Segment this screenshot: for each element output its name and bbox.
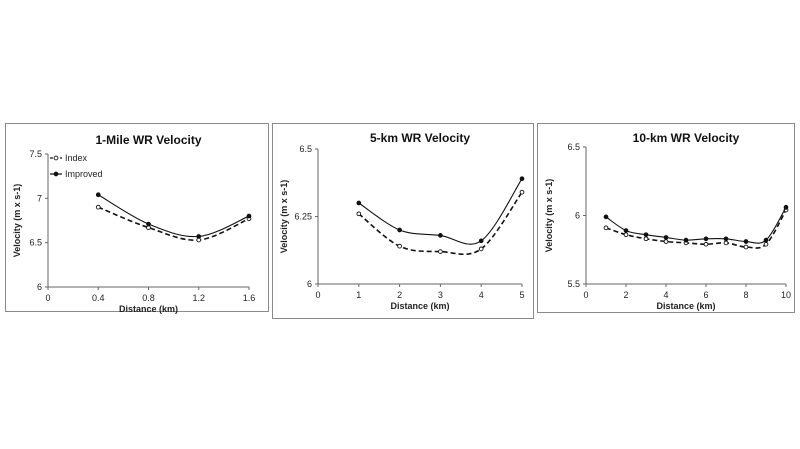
chart-svg-5km: 5-km WR Velocity 0 1 2 3 4 5 6 6.25 6.5 Distance (… xyxy=(279,131,525,311)
legend-marker xyxy=(53,171,59,177)
x-axis-label: Distance (km) xyxy=(390,301,449,311)
x-tick-label: 4 xyxy=(479,290,484,300)
y-tick-label: 6 xyxy=(37,282,42,292)
x-tick-label: 1.6 xyxy=(243,293,256,303)
series-solid xyxy=(356,176,525,245)
y-tick-label: 6.5 xyxy=(299,144,312,154)
data-point xyxy=(723,240,729,246)
x-tick-label: 1 xyxy=(356,290,361,300)
x-axis-label: Distance (km) xyxy=(119,304,178,314)
legend-label: Index xyxy=(65,153,88,163)
chart-title: 5-km WR Velocity xyxy=(370,131,470,145)
legend-label: Improved xyxy=(65,169,103,179)
data-point xyxy=(703,236,709,242)
series-line xyxy=(605,209,787,249)
series-dashed xyxy=(356,189,525,256)
y-axis-label: Velocity (m x s-1) xyxy=(279,180,289,254)
y-tick-label: 6.25 xyxy=(294,212,312,222)
data-point xyxy=(643,236,649,242)
data-point xyxy=(743,239,749,244)
x-tick-label: 0.4 xyxy=(92,293,105,303)
y-tick-label: 5.5 xyxy=(567,279,580,289)
x-tick-label: 6 xyxy=(703,290,708,300)
data-point xyxy=(623,232,629,238)
data-point xyxy=(95,192,101,198)
y-axis-label: Velocity (m x s-1) xyxy=(12,184,22,258)
data-point xyxy=(623,228,629,233)
data-point xyxy=(356,211,362,217)
x-tick-label: 8 xyxy=(743,290,748,300)
data-point xyxy=(478,238,484,244)
data-point xyxy=(519,176,525,182)
y-tick-label: 6 xyxy=(307,279,312,289)
series-line xyxy=(97,206,250,241)
y-tick-label: 7.5 xyxy=(29,149,42,159)
chart-panel-10km: 10-km WR Velocity 0 2 4 6 8 10 5.5 6 6.5 Distance … xyxy=(537,123,795,313)
x-tick-label: 0 xyxy=(45,293,50,303)
data-point xyxy=(356,200,362,206)
x-tick-label: 2 xyxy=(397,290,402,300)
data-point xyxy=(663,235,669,240)
legend-item-index: Index xyxy=(50,153,88,163)
x-tick-label: 10 xyxy=(781,290,791,300)
data-point xyxy=(763,241,769,247)
series-solid xyxy=(603,204,789,244)
x-tick-label: 0 xyxy=(315,290,320,300)
chart-svg-10km: 10-km WR Velocity 0 2 4 6 8 10 5.5 6 6.5 Distance … xyxy=(544,131,791,311)
x-tick-label: 5 xyxy=(519,290,524,300)
series-line xyxy=(97,194,250,238)
x-tick-label: 4 xyxy=(663,290,668,300)
chart-title: 10-km WR Velocity xyxy=(633,131,740,145)
x-tick-label: 1.2 xyxy=(192,293,205,303)
data-point xyxy=(723,236,729,242)
data-point xyxy=(683,237,689,243)
data-point xyxy=(438,233,443,238)
data-point xyxy=(438,249,443,254)
data-point xyxy=(783,204,789,210)
data-point xyxy=(763,237,769,243)
series-index xyxy=(95,204,252,243)
x-axis-label: Distance (km) xyxy=(656,301,715,311)
data-point xyxy=(703,241,709,247)
data-point xyxy=(643,232,649,238)
data-point xyxy=(478,246,484,252)
chart-panel-5km: 5-km WR Velocity 0 1 2 3 4 5 6 6.25 6.5 Distance (… xyxy=(272,123,534,319)
series-line xyxy=(358,191,523,256)
data-point xyxy=(196,234,202,239)
y-tick-label: 7 xyxy=(37,193,42,203)
x-tick-label: 3 xyxy=(438,290,443,300)
data-point xyxy=(663,239,669,244)
y-tick-label: 6.5 xyxy=(29,238,42,248)
x-tick-label: 2 xyxy=(623,290,628,300)
chart-title: 1-Mile WR Velocity xyxy=(95,133,201,147)
x-tick-label: 0 xyxy=(583,290,588,300)
data-point xyxy=(397,227,402,233)
series-improved xyxy=(95,192,252,239)
legend-item-improved: Improved xyxy=(50,169,103,179)
chart-svg-1mile: 1-Mile WR Velocity 0 0.4 0.8 1.2 1.6 6 6.5 7 7.5 D… xyxy=(12,133,256,314)
chart-panel-1mile: 1-Mile WR Velocity 0 0.4 0.8 1.2 1.6 6 6.5 7 7.5 D… xyxy=(5,123,269,314)
legend-marker xyxy=(53,155,59,161)
data-point xyxy=(743,244,749,250)
data-point xyxy=(603,214,609,220)
data-point xyxy=(146,221,151,227)
data-point xyxy=(397,243,402,249)
data-point xyxy=(246,213,252,219)
y-tick-label: 6.5 xyxy=(567,142,580,152)
series-line xyxy=(605,206,787,244)
y-tick-label: 6 xyxy=(575,211,580,221)
data-point xyxy=(95,204,101,210)
y-axis-label: Velocity (m x s-1) xyxy=(544,179,554,253)
data-point xyxy=(603,225,609,231)
data-point xyxy=(519,189,525,195)
x-tick-label: 0.8 xyxy=(142,293,155,303)
